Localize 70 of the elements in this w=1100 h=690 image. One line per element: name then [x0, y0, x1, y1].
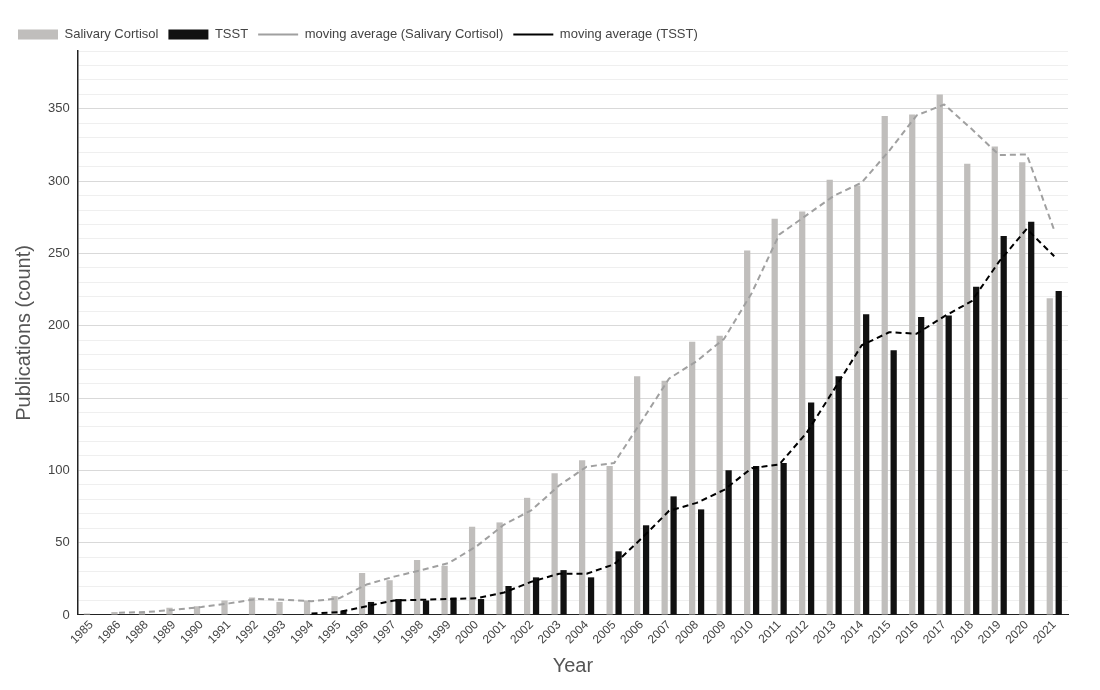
bar	[395, 599, 402, 615]
bar	[532, 577, 540, 615]
bar	[422, 600, 430, 615]
bar	[854, 185, 861, 615]
bar	[496, 522, 503, 615]
legend-label: moving average (Salivary Cortisol)	[304, 26, 504, 42]
bar	[386, 580, 393, 615]
bar	[835, 376, 842, 615]
bar	[918, 317, 925, 615]
bar	[615, 551, 622, 615]
bar	[808, 402, 815, 615]
line-series	[310, 227, 1056, 615]
bar	[964, 163, 971, 615]
y-tick-label: 200	[47, 317, 70, 333]
bar	[670, 496, 677, 615]
bar	[1000, 236, 1007, 615]
bar	[752, 466, 760, 615]
bar	[716, 335, 723, 615]
bar	[606, 466, 613, 615]
bar	[276, 601, 283, 615]
bar	[560, 570, 567, 615]
bar	[551, 473, 558, 615]
bar	[771, 218, 778, 615]
bar	[1055, 291, 1062, 615]
legend-label: Salivary Cortisol	[64, 26, 159, 42]
bar	[477, 599, 485, 615]
y-tick-label: 300	[47, 172, 70, 188]
bar	[744, 250, 751, 615]
bar	[863, 314, 870, 615]
bar	[441, 565, 448, 615]
y-tick-label: 100	[47, 461, 70, 477]
bar	[579, 460, 586, 615]
bar	[358, 573, 366, 615]
y-tick-label: 150	[47, 389, 70, 405]
bar	[697, 509, 705, 615]
bar	[1028, 221, 1035, 615]
bar	[936, 94, 943, 615]
bar	[661, 380, 668, 615]
bar	[587, 577, 595, 615]
bar	[689, 341, 696, 615]
y-tick-label: 350	[47, 100, 70, 116]
bar	[780, 463, 787, 615]
x-axis-title: Year	[552, 653, 594, 676]
y-axis-title: Publications (count)	[11, 245, 34, 421]
bar	[881, 116, 888, 615]
bar	[909, 114, 916, 615]
bar	[303, 600, 311, 615]
bar	[413, 559, 421, 615]
y-tick-label: 250	[47, 245, 70, 261]
bar	[634, 376, 641, 615]
bar	[799, 211, 806, 615]
bar	[221, 600, 228, 615]
bar	[505, 586, 512, 615]
bar	[111, 612, 118, 615]
legend-label: moving average (TSST)	[559, 26, 698, 42]
bar	[1019, 162, 1026, 615]
bar	[725, 470, 732, 615]
bar	[468, 526, 476, 615]
bar	[523, 497, 531, 615]
y-tick-label: 50	[55, 534, 70, 550]
bar	[826, 179, 833, 615]
bar	[991, 146, 998, 615]
bar	[1046, 298, 1053, 615]
bar	[642, 525, 650, 615]
bar	[890, 350, 897, 615]
bar	[945, 315, 952, 615]
y-tick-label: 0	[62, 606, 70, 622]
legend-label: TSST	[214, 26, 249, 42]
bar	[973, 286, 980, 615]
line-series	[117, 103, 1056, 614]
